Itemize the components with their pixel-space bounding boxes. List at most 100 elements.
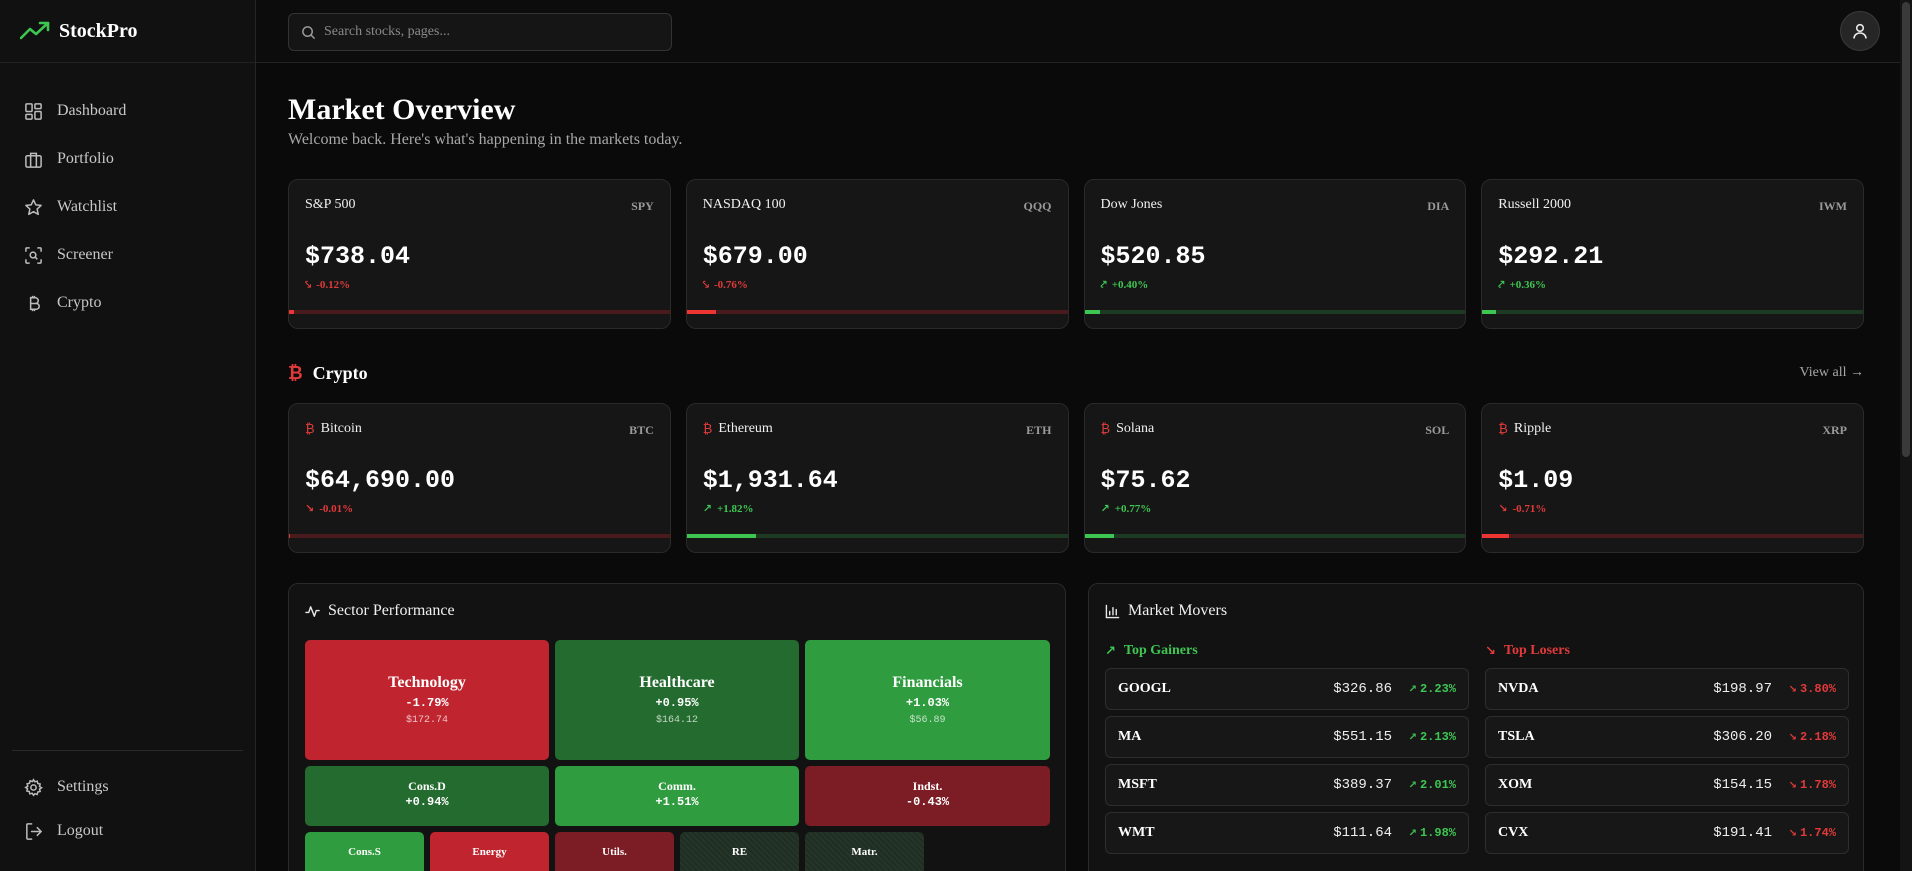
user-icon [1853,23,1867,39]
index-card[interactable]: Russell 2000 IWM $292.21 ⤤ +0.36% [1481,179,1864,329]
crypto-change-value: -0.71% [1512,502,1547,515]
sector-name: Cons.S [348,846,381,858]
crypto-section-header: ₿ Crypto View all → [288,358,1864,388]
dashboard-icon [25,102,42,120]
sector-name: Cons.D [408,779,446,793]
crypto-symbol: SOL [1425,423,1450,437]
scrollbar[interactable] [1900,0,1912,871]
sidebar-item-screener[interactable]: Screener [0,231,255,279]
change-bar [289,310,670,314]
briefcase-icon [25,152,42,168]
change-bar [1084,534,1466,538]
sidebar-item-label: Settings [57,778,109,795]
change-bar [1482,310,1863,314]
gainer-row[interactable]: MA $551.15 ↗ 2.13% [1105,716,1469,758]
sector-name: Financials [892,674,963,691]
gainer-row[interactable]: MSFT $389.37 ↗ 2.01% [1105,764,1469,806]
crypto-card[interactable]: ₿ Bitcoin BTC $64,690.00 ↘ -0.01% [288,403,671,553]
row-change-value: 1.74% [1799,826,1836,840]
crypto-card[interactable]: ₿ Ripple XRP $1.09 ↘ -0.71% [1481,403,1864,553]
sector-change: -0.43% [905,795,950,809]
row-price: $154.15 [1713,777,1772,793]
scan-icon [25,246,42,264]
gainer-row[interactable]: GOOGL $326.86 ↗ 2.23% [1105,668,1469,710]
sector-tile-financials[interactable]: Financials +1.03% $56.89 [805,640,1050,760]
sector-name: Utils. [602,846,627,858]
arrow-up-right-icon: ↗ [1408,827,1417,839]
index-cards: S&P 500 SPY $738.04 ⤥ -0.12% NASDAQ 100 Q… [288,179,1864,329]
crypto-symbol: XRP [1822,423,1847,437]
sector-tile-cons-d[interactable]: Cons.D +0.94% [305,766,549,826]
sidebar-item-label: Watchlist [57,198,118,215]
crypto-change-value: +0.77% [1114,502,1152,515]
arrow-down-right-icon: ↘ [1788,683,1797,695]
change-bar-fill [1084,534,1114,538]
sector-tile-matr[interactable]: Matr. [805,832,924,871]
sidebar: StockPro Dashboard Portfolio Watchlist S… [0,0,256,871]
sidebar-item-logout[interactable]: Logout [12,809,243,853]
view-all-link[interactable]: View all → [1799,365,1864,380]
arrow-down-right-icon: ↘ [1788,731,1797,743]
loser-row[interactable]: CVX $191.41 ↘ 1.74% [1485,812,1849,854]
gainer-row[interactable]: WMT $111.64 ↗ 1.98% [1105,812,1469,854]
arrow-down-right-icon: ↘ [1788,827,1797,839]
sidebar-item-label: Portfolio [57,150,114,167]
change-bar-fill [1482,310,1496,314]
sidebar-item-label: Crypto [57,294,102,311]
crypto-card[interactable]: ₿ Solana SOL $75.62 ↗ +0.77% [1083,403,1467,553]
loser-row[interactable]: XOM $154.15 ↘ 1.78% [1485,764,1849,806]
sector-tile-cons-s[interactable]: Cons.S [305,832,424,871]
loser-row[interactable]: TSLA $306.20 ↘ 2.18% [1485,716,1849,758]
sidebar-item-crypto[interactable]: Crypto [0,279,255,327]
sector-tile-re[interactable]: RE [680,832,799,871]
row-price: $198.97 [1713,681,1772,697]
row-symbol: WMT [1118,825,1155,840]
row-symbol: CVX [1498,825,1529,840]
crypto-name: ₿ Ripple [1498,421,1551,437]
sector-tile-indst[interactable]: Indst. -0.43% [805,766,1050,826]
user-avatar-button[interactable] [1840,11,1880,51]
sector-tile-comm[interactable]: Comm. +1.51% [555,766,799,826]
sector-tile-utils[interactable]: Utils. [555,832,674,871]
crypto-card[interactable]: ₿ Ethereum ETH $1,931.64 ↗ +1.82% [685,403,1069,553]
row-symbol: MSFT [1118,777,1157,792]
row-price: $551.15 [1333,729,1392,745]
sector-name: Energy [472,846,507,858]
arrow-up-right-icon: ↗ [1408,731,1417,743]
change-bar [686,534,1068,538]
index-card[interactable]: NASDAQ 100 QQQ $679.00 ⤥ -0.76% [685,179,1069,329]
row-change-value: 2.23% [1419,682,1456,696]
sidebar-item-settings[interactable]: Settings [12,765,243,809]
sector-tile-technology[interactable]: Technology -1.79% $172.74 [305,640,549,760]
row-price: $306.20 [1713,729,1772,745]
sidebar-item-dashboard[interactable]: Dashboard [0,87,255,135]
row-price: $389.37 [1333,777,1392,793]
index-change: ⤤ +0.36% [1498,278,1546,292]
sidebar-item-watchlist[interactable]: Watchlist [0,183,255,231]
crypto-name-label: Solana [1116,421,1155,436]
crypto-price: $75.62 [1100,466,1191,495]
bitcoin-icon [29,295,40,311]
crypto-symbol: BTC [629,423,654,437]
sector-name: Indst. [912,779,943,793]
row-symbol: TSLA [1498,729,1535,744]
sector-tile-healthcare[interactable]: Healthcare +0.95% $164.12 [555,640,799,760]
sidebar-item-portfolio[interactable]: Portfolio [0,135,255,183]
top-losers-header: ↘ Top Losers [1485,640,1849,662]
search-box[interactable] [288,13,672,51]
crypto-price: $1,931.64 [702,466,838,495]
row-symbol: XOM [1498,777,1533,792]
top-gainers-header: ↗ Top Gainers [1105,640,1469,662]
index-card[interactable]: Dow Jones DIA $520.85 ⤤ +0.40% [1083,179,1467,329]
activity-icon [305,605,320,617]
star-icon [25,198,42,215]
sector-change: +1.03% [905,696,950,710]
brand[interactable]: StockPro [0,0,255,63]
sector-tile-energy[interactable]: Energy [430,832,549,871]
change-bar-fill [1084,310,1100,314]
index-price: $738.04 [305,242,411,271]
search-input[interactable] [324,24,654,40]
index-card[interactable]: S&P 500 SPY $738.04 ⤥ -0.12% [288,179,671,329]
loser-row[interactable]: NVDA $198.97 ↘ 3.80% [1485,668,1849,710]
scrollbar-thumb[interactable] [1902,2,1910,457]
